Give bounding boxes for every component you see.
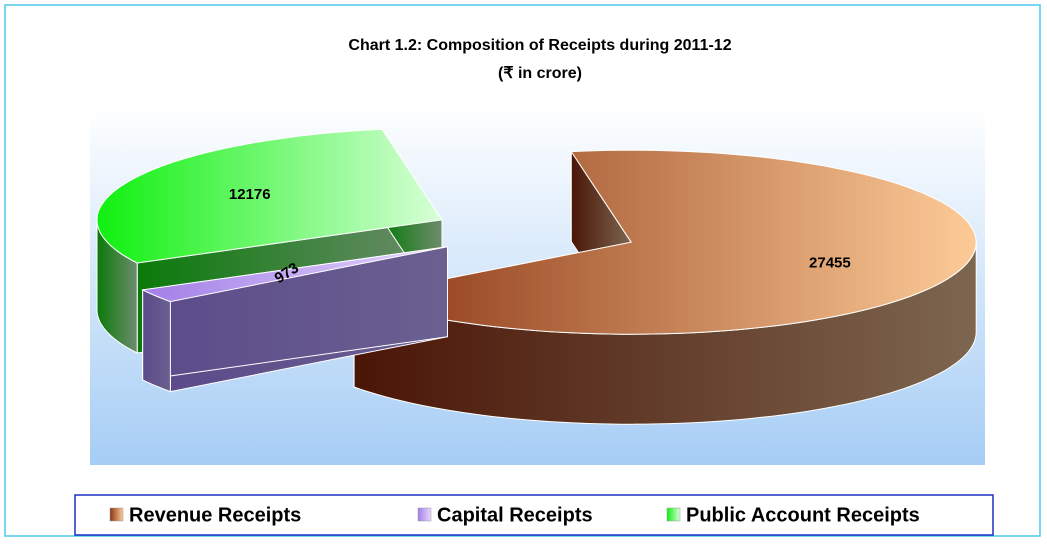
slice-wall — [142, 289, 171, 393]
title-box — [268, 25, 812, 97]
legend-swatch — [417, 507, 432, 522]
chart-subtitle: (₹ in crore) — [498, 65, 582, 82]
legend-swatch — [666, 507, 681, 522]
slice-top — [96, 128, 443, 264]
data-label: 12176 — [229, 186, 271, 203]
legend-label: Revenue Receipts — [129, 504, 301, 526]
legend-box — [74, 494, 994, 536]
chart-title: Chart 1.2: Composition of Receipts durin… — [348, 37, 731, 54]
pie-slice — [140, 246, 448, 393]
slice-top — [140, 246, 448, 303]
legend-swatch — [109, 507, 124, 522]
slice-top — [352, 149, 977, 335]
data-label: 27455 — [809, 254, 851, 271]
legend-label: Public Account Receipts — [686, 504, 920, 526]
pie-slice — [352, 149, 977, 425]
legend: Revenue Receipts Capital Receipts Public A… — [109, 504, 920, 526]
legend-label: Capital Receipts — [437, 504, 593, 526]
